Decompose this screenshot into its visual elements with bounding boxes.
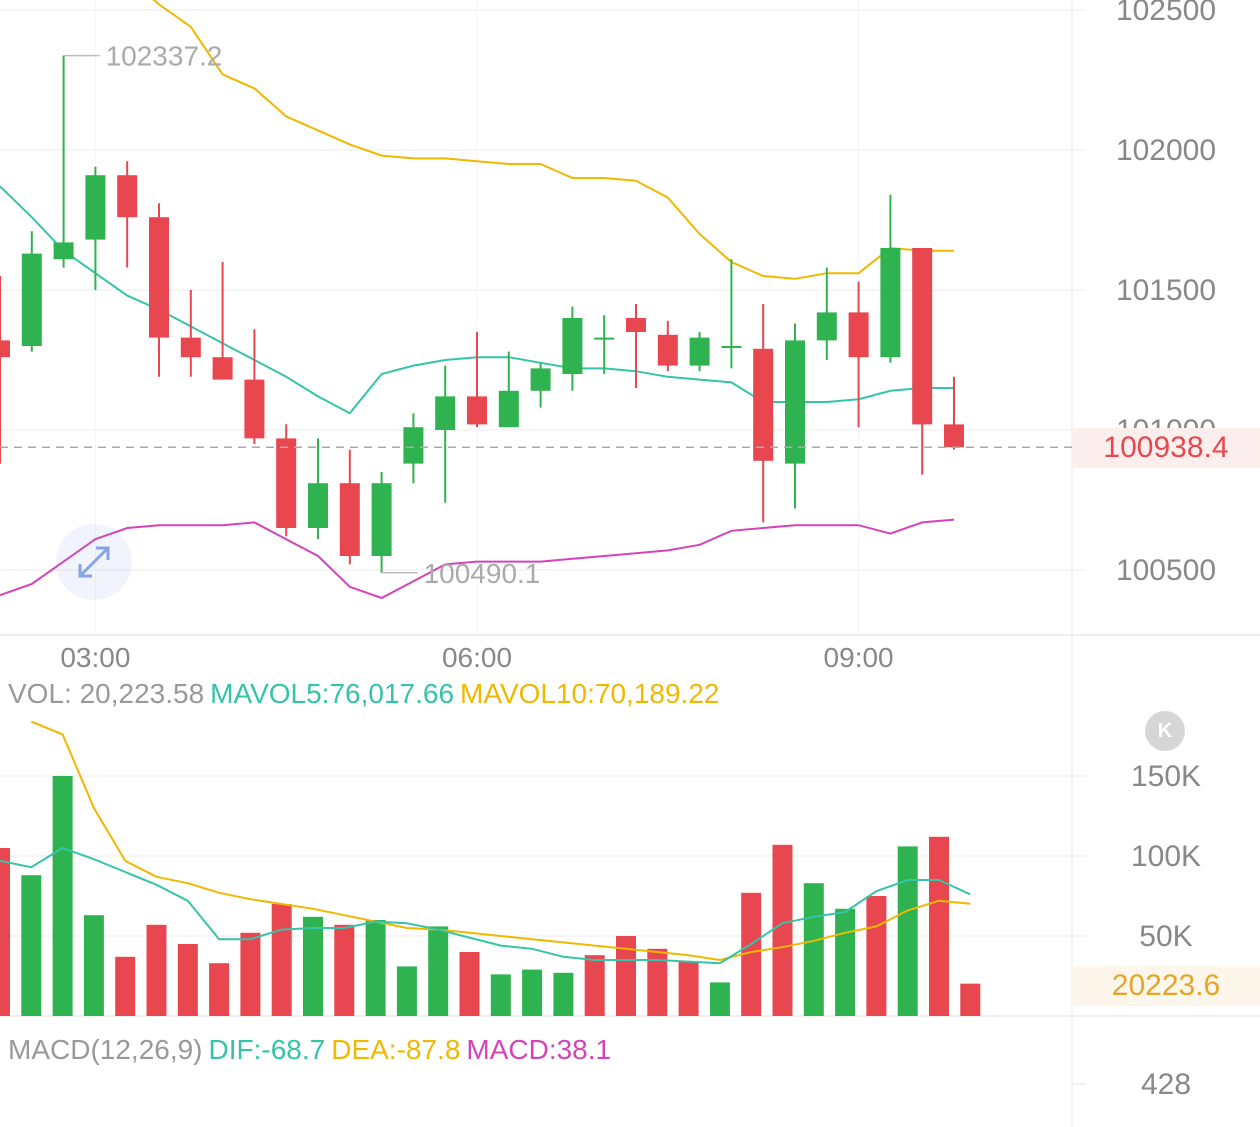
current-price-tag: 100938.4: [1072, 428, 1260, 468]
volume-bar: [772, 844, 793, 1016]
volume-bar: [271, 904, 292, 1016]
time-tick-label: 06:00: [442, 642, 512, 673]
vol-value: VOL: 20,223.58: [8, 678, 205, 709]
candle-body: [848, 312, 869, 358]
volume-bar: [240, 932, 261, 1016]
volume-bar: [678, 961, 699, 1016]
volume-bar: [584, 955, 605, 1016]
candle-body: [339, 483, 360, 556]
volume-bar: [209, 963, 230, 1016]
candle-body: [212, 357, 233, 380]
mavol10-value: MAVOL10:70,189.22: [460, 678, 720, 709]
dea-value: DEA:-87.8: [331, 1034, 461, 1065]
candle-body: [530, 368, 551, 391]
volume-bar: [303, 916, 323, 1016]
candle-body: [562, 318, 583, 374]
candle-body: [721, 346, 742, 348]
volume-bar: [522, 969, 543, 1016]
candle-body: [53, 242, 74, 260]
mavol10-line: [30, 720, 971, 962]
candle-body: [244, 379, 265, 439]
mavol5-value: MAVOL5:76,017.66: [210, 678, 455, 709]
volume-bar: [553, 972, 574, 1016]
volume-bar: [647, 948, 668, 1016]
volume-bar: [334, 924, 355, 1016]
candle-body: [912, 248, 933, 425]
volume-bar: [52, 776, 73, 1016]
volume-bar: [177, 944, 198, 1016]
candle-body: [435, 396, 456, 430]
time-tick-label: 09:00: [824, 642, 894, 673]
volume-bar: [866, 896, 887, 1016]
volume-bar: [616, 936, 636, 1016]
price-tick-label: 102000: [1116, 134, 1216, 167]
volume-bar: [835, 908, 856, 1016]
volume-tick-label: 150K: [1131, 760, 1201, 793]
candle-body: [880, 248, 901, 358]
candle-body: [276, 438, 297, 528]
time-tick-label: 03:00: [60, 642, 130, 673]
macd-value: MACD:38.1: [466, 1034, 612, 1065]
volume-legend: VOL: 20,223.58 MAVOL5:76,017.66 MAVOL10:70…: [8, 678, 725, 710]
candle-body: [753, 348, 774, 461]
volume-bar: [396, 966, 417, 1016]
volume-bar: [0, 848, 10, 1016]
candle-body: [308, 483, 328, 528]
candle-body: [85, 175, 106, 240]
candle-body: [785, 340, 805, 464]
macd-legend: MACD(12,26,9) DIF:-68.7 DEA:-87.8 MACD:38.1: [8, 1034, 617, 1066]
dif-value: DIF:-68.7: [208, 1034, 326, 1065]
volume-bar: [929, 836, 949, 1016]
candle-body: [21, 253, 42, 346]
candle-body: [944, 424, 964, 448]
candle-body: [657, 334, 678, 366]
volume-bar: [428, 926, 449, 1016]
bollinger-upper-line: [152, 0, 954, 280]
volume-tick-label: 50K: [1139, 920, 1192, 953]
mavol5-line: [0, 846, 971, 965]
candle-body: [117, 175, 138, 218]
volume-bar: [146, 924, 167, 1016]
candle-body: [689, 337, 710, 366]
candle-body: [403, 427, 424, 464]
macd-tick-label: 428: [1141, 1068, 1191, 1101]
candle-body: [498, 390, 519, 428]
volume-bar: [365, 920, 386, 1016]
volume-tick-label: 100K: [1131, 840, 1201, 873]
candle-body: [594, 337, 615, 340]
price-tick-label: 102500: [1116, 0, 1216, 27]
price-tick-label: 101500: [1116, 274, 1216, 307]
candle-body: [180, 337, 201, 358]
current-volume-tag: 20223.6: [1072, 966, 1260, 1006]
candle-body: [0, 340, 10, 358]
volume-bar: [897, 846, 918, 1016]
expand-arrows-icon: [78, 546, 110, 578]
k-line-toggle-icon[interactable]: K: [1145, 711, 1185, 751]
volume-bar: [709, 982, 730, 1016]
volume-bar: [490, 974, 511, 1016]
expand-chart-button[interactable]: [56, 524, 132, 600]
candle-body: [626, 318, 646, 332]
volume-bar: [741, 892, 762, 1016]
candle-body: [816, 312, 837, 341]
volume-bar: [803, 883, 824, 1016]
candle-body: [149, 217, 169, 338]
volume-bar: [459, 952, 480, 1016]
low-marker-label: 100490.1: [424, 558, 541, 589]
volume-bar: [21, 875, 42, 1016]
candle-body: [467, 396, 487, 425]
price-tick-label: 100500: [1116, 554, 1216, 587]
bollinger-lower-line: [0, 518, 955, 600]
volume-bar: [960, 983, 981, 1016]
volume-bar: [83, 915, 104, 1016]
volume-bar: [115, 956, 136, 1016]
macd-title: MACD(12,26,9): [8, 1034, 203, 1065]
high-marker-label: 102337.2: [106, 41, 223, 72]
candle-body: [371, 483, 392, 556]
